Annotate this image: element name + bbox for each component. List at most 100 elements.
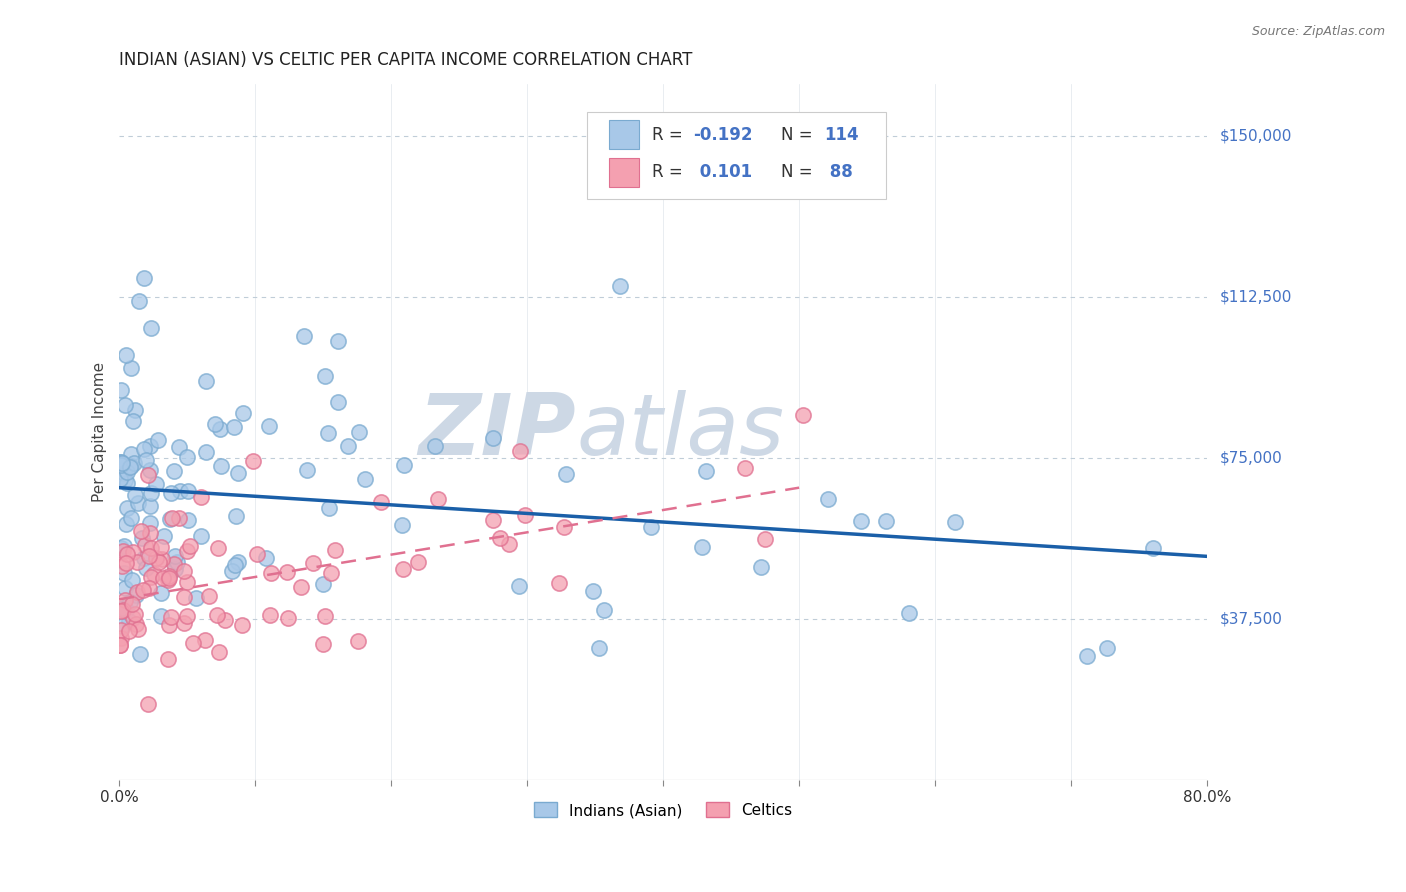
Point	[1142, 541, 1164, 555]
Point	[118, 624, 141, 638]
Point	[898, 607, 921, 621]
Point	[184, 591, 207, 606]
Point	[354, 472, 377, 486]
Point	[257, 419, 280, 434]
Point	[121, 361, 143, 376]
Point	[115, 348, 138, 362]
Point	[1076, 648, 1098, 663]
Point	[167, 440, 190, 454]
Point	[124, 488, 146, 502]
Point	[214, 613, 236, 627]
Point	[121, 598, 143, 612]
Point	[246, 547, 269, 561]
Point	[115, 465, 138, 479]
Point	[138, 499, 160, 513]
Point	[110, 383, 132, 397]
Point	[110, 541, 132, 555]
Point	[423, 439, 446, 453]
Point	[112, 566, 135, 580]
Text: -0.192: -0.192	[693, 126, 754, 144]
Point	[509, 444, 531, 458]
Point	[224, 558, 246, 572]
Point	[159, 511, 181, 525]
Point	[138, 581, 160, 595]
Point	[276, 566, 298, 580]
Point	[112, 540, 135, 554]
Point	[150, 585, 173, 599]
Point	[588, 640, 610, 655]
Point	[181, 636, 204, 650]
Text: 114: 114	[824, 126, 859, 144]
Point	[695, 464, 717, 478]
Point	[150, 609, 173, 624]
Point	[176, 609, 198, 624]
Point	[115, 517, 138, 532]
Point	[115, 475, 138, 490]
Point	[110, 631, 132, 645]
Point	[319, 566, 342, 580]
Point	[690, 540, 713, 554]
Point	[159, 610, 181, 624]
Point	[173, 590, 195, 604]
Y-axis label: Per Capita Income: Per Capita Income	[93, 362, 107, 502]
Point	[120, 447, 142, 461]
Point	[110, 455, 132, 469]
Point	[260, 566, 283, 581]
Point	[498, 537, 520, 551]
Point	[110, 472, 132, 486]
Point	[190, 529, 212, 543]
Point	[225, 509, 247, 524]
Point	[209, 422, 232, 436]
Point	[121, 511, 143, 525]
Point	[581, 584, 603, 599]
Point	[111, 601, 134, 615]
Point	[153, 529, 176, 543]
Point	[114, 592, 136, 607]
Point	[945, 515, 967, 529]
Point	[121, 573, 143, 587]
Point	[115, 602, 138, 616]
Point	[311, 637, 333, 651]
Point	[127, 496, 149, 510]
Point	[110, 458, 132, 473]
Point	[110, 638, 132, 652]
Point	[136, 697, 159, 711]
Point	[194, 445, 217, 459]
Point	[488, 531, 510, 545]
Point	[138, 468, 160, 483]
Point	[135, 452, 157, 467]
Point	[114, 398, 136, 412]
Point	[139, 516, 162, 531]
Point	[301, 557, 323, 571]
Point	[127, 555, 149, 569]
Point	[132, 270, 155, 285]
Point	[242, 453, 264, 467]
Point	[112, 544, 135, 558]
Point	[208, 645, 231, 659]
Point	[139, 485, 162, 500]
Point	[114, 473, 136, 487]
Point	[226, 466, 249, 480]
Point	[221, 564, 243, 578]
Legend: Indians (Asian), Celtics: Indians (Asian), Celtics	[529, 797, 799, 824]
Point	[508, 579, 530, 593]
Point	[145, 477, 167, 491]
Point	[163, 558, 186, 572]
Point	[131, 531, 153, 545]
Point	[157, 617, 180, 632]
Point	[148, 433, 170, 447]
Point	[207, 541, 229, 555]
Point	[165, 562, 187, 576]
Point	[111, 558, 134, 573]
Point	[554, 467, 576, 482]
Point	[141, 320, 163, 334]
Point	[609, 278, 631, 293]
Point	[751, 559, 773, 574]
Point	[139, 570, 162, 584]
Text: R =: R =	[652, 126, 689, 144]
Point	[163, 549, 186, 563]
Point	[167, 511, 190, 525]
Point	[121, 414, 143, 428]
Point	[120, 459, 142, 474]
Text: Source: ZipAtlas.com: Source: ZipAtlas.com	[1251, 25, 1385, 38]
